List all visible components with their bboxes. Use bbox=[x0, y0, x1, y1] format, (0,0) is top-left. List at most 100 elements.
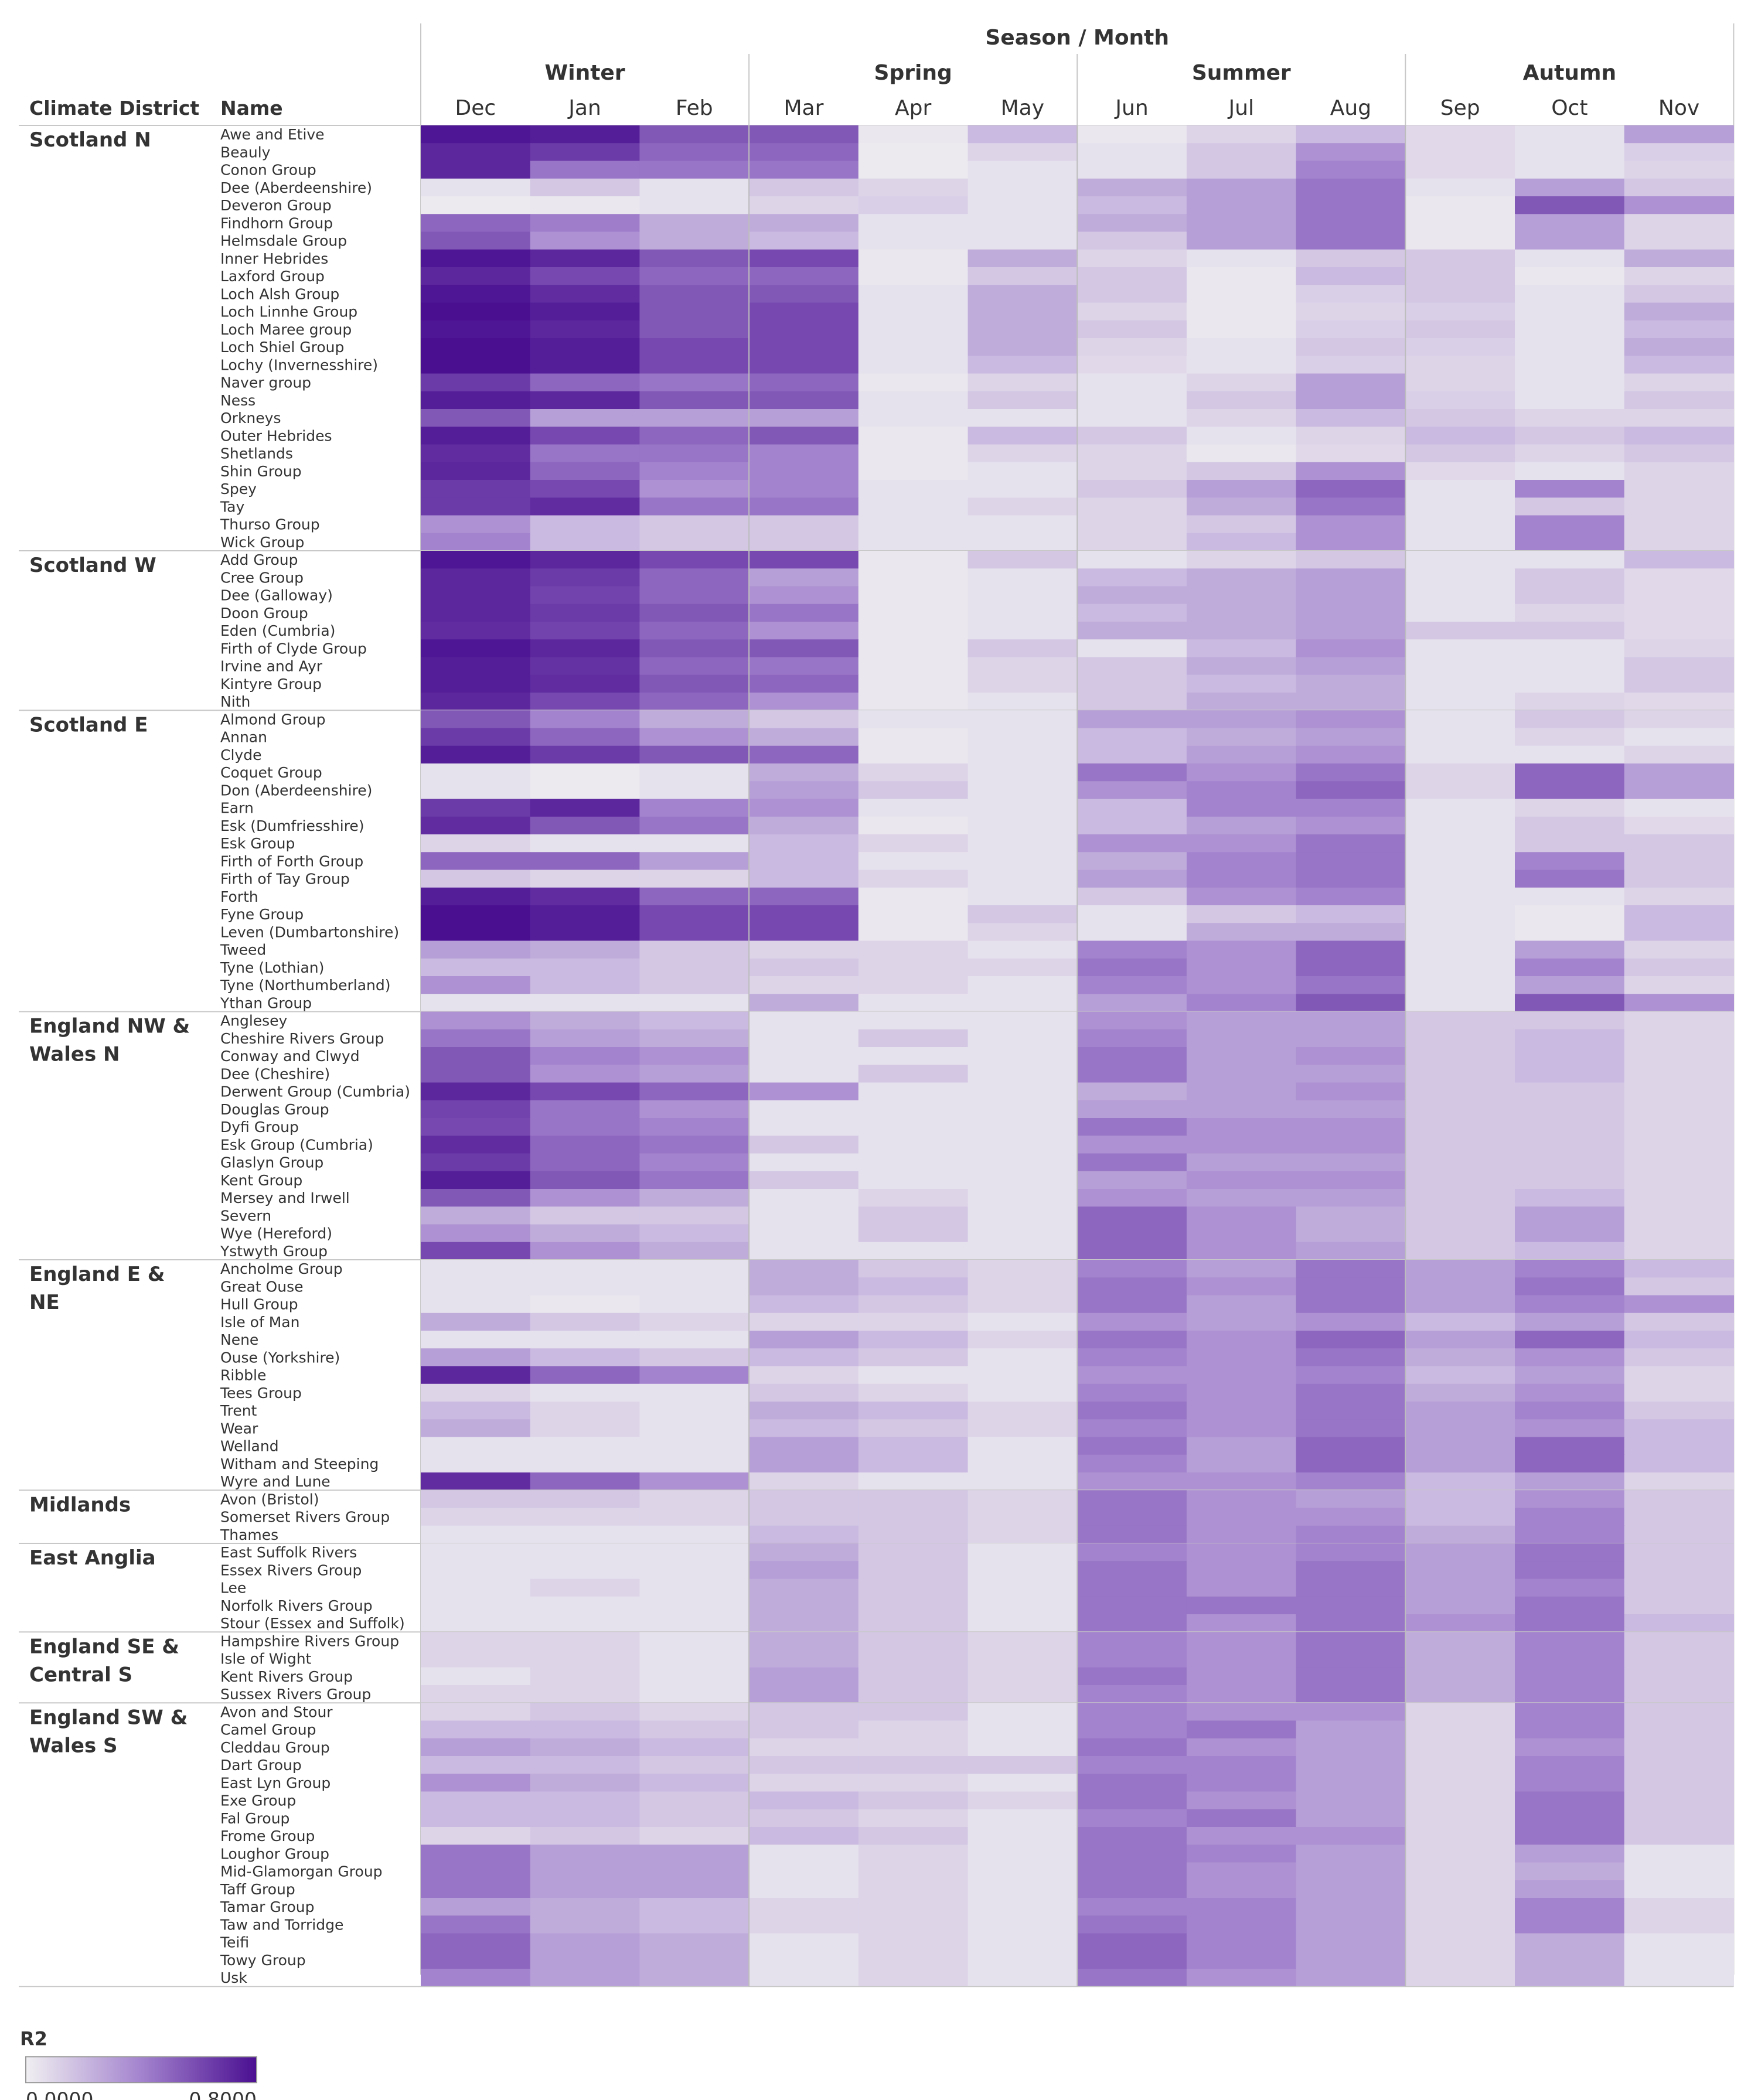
heatmap-cell bbox=[858, 214, 969, 233]
heatmap-cell bbox=[1077, 125, 1187, 144]
heatmap-cell bbox=[749, 533, 859, 551]
heatmap-cell bbox=[749, 1756, 859, 1774]
heatmap-cell bbox=[1515, 1206, 1625, 1225]
heatmap-cell bbox=[1296, 710, 1406, 729]
month-label: Oct bbox=[1551, 96, 1588, 120]
heatmap-cell bbox=[421, 940, 531, 959]
heatmap-cell bbox=[968, 1100, 1078, 1119]
row-name-label: Anglesey bbox=[220, 1012, 288, 1029]
heatmap-cell bbox=[421, 533, 531, 551]
heatmap-cell bbox=[421, 604, 531, 622]
heatmap-cell bbox=[968, 1011, 1078, 1030]
heatmap-cell bbox=[1296, 870, 1406, 888]
heatmap-cell bbox=[858, 1809, 969, 1828]
row-name-label: Findhorn Group bbox=[220, 214, 333, 231]
heatmap-cell bbox=[639, 161, 750, 179]
heatmap-cell bbox=[749, 1331, 859, 1349]
heatmap-cell bbox=[1405, 1011, 1515, 1030]
heatmap-cell bbox=[1515, 338, 1625, 356]
heatmap-cell bbox=[749, 923, 859, 942]
heatmap-cell bbox=[1186, 1260, 1297, 1278]
heatmap-cell bbox=[1296, 1437, 1406, 1455]
heatmap-cell bbox=[1515, 1543, 1625, 1562]
heatmap-cell bbox=[749, 940, 859, 959]
heatmap-cell bbox=[1624, 958, 1734, 977]
heatmap-cell bbox=[749, 267, 859, 285]
heatmap-cell bbox=[530, 1082, 640, 1101]
heatmap-cell bbox=[421, 551, 531, 569]
heatmap-cell bbox=[1296, 1082, 1406, 1101]
heatmap-cell bbox=[749, 834, 859, 853]
heatmap-cell bbox=[1515, 1579, 1625, 1597]
heatmap-cell bbox=[858, 1082, 969, 1101]
heatmap-cell bbox=[421, 1206, 531, 1225]
heatmap-cell bbox=[1077, 1774, 1187, 1792]
heatmap-cell bbox=[1296, 1951, 1406, 1969]
heatmap-cell bbox=[1515, 214, 1625, 233]
row-name-label: Tyne (Lothian) bbox=[220, 959, 324, 976]
heatmap-cell bbox=[968, 799, 1078, 817]
heatmap-cell bbox=[749, 391, 859, 410]
heatmap-cell bbox=[1624, 515, 1734, 534]
heatmap-cell bbox=[1186, 905, 1297, 923]
heatmap-cell bbox=[530, 834, 640, 853]
heatmap-cell bbox=[1624, 1862, 1734, 1881]
heatmap-cell bbox=[639, 391, 750, 410]
heatmap-cell bbox=[858, 1685, 969, 1703]
heatmap-cell bbox=[1405, 1153, 1515, 1172]
heatmap-cell bbox=[421, 693, 531, 711]
heatmap-cell bbox=[749, 196, 859, 214]
heatmap-cell bbox=[1296, 1366, 1406, 1385]
heatmap-cell bbox=[749, 1880, 859, 1898]
heatmap-cell bbox=[968, 533, 1078, 551]
heatmap-cell bbox=[749, 1082, 859, 1101]
heatmap-cell bbox=[1515, 763, 1625, 782]
heatmap-cell bbox=[1624, 1419, 1734, 1438]
heatmap-cell bbox=[530, 373, 640, 392]
heatmap-cell bbox=[1186, 1649, 1297, 1668]
heatmap-cell bbox=[530, 1047, 640, 1065]
heatmap-cell bbox=[749, 480, 859, 498]
row-name-label: Shin Group bbox=[220, 463, 302, 480]
heatmap-cell bbox=[639, 852, 750, 871]
heatmap-cell bbox=[530, 444, 640, 463]
heatmap-cell bbox=[421, 852, 531, 871]
season-label: Spring bbox=[874, 61, 952, 85]
heatmap-cell bbox=[1515, 994, 1625, 1012]
heatmap-cell bbox=[530, 214, 640, 233]
heatmap-cell bbox=[639, 870, 750, 888]
heatmap-cell bbox=[1515, 320, 1625, 339]
heatmap-cell bbox=[1296, 1543, 1406, 1562]
heatmap-cell bbox=[1515, 1490, 1625, 1509]
heatmap-cell bbox=[1186, 674, 1297, 693]
heatmap-cell bbox=[1405, 1756, 1515, 1774]
heatmap-cell bbox=[421, 1827, 531, 1845]
district-label: Midlands bbox=[29, 1493, 131, 1516]
heatmap-cell bbox=[1515, 462, 1625, 480]
heatmap-cell bbox=[858, 674, 969, 693]
heatmap-cell bbox=[1405, 870, 1515, 888]
heatmap-cell bbox=[968, 1206, 1078, 1225]
heatmap-cell bbox=[530, 1118, 640, 1136]
heatmap-cell bbox=[1296, 1490, 1406, 1509]
heatmap-cell bbox=[530, 1969, 640, 1987]
heatmap-cell bbox=[968, 1791, 1078, 1810]
heatmap-cell bbox=[968, 444, 1078, 463]
heatmap-cell bbox=[1186, 1242, 1297, 1260]
heatmap-cell bbox=[1624, 1933, 1734, 1952]
heatmap-cell bbox=[749, 1189, 859, 1207]
heatmap-cell bbox=[1515, 568, 1625, 587]
heatmap-cell bbox=[1515, 1437, 1625, 1455]
district-label: Scotland N bbox=[29, 128, 151, 152]
heatmap-cell bbox=[749, 852, 859, 871]
heatmap-cell bbox=[1186, 976, 1297, 994]
heatmap-cell bbox=[1186, 1348, 1297, 1367]
heatmap-cell bbox=[639, 1295, 750, 1314]
heatmap-cell bbox=[421, 1171, 531, 1189]
heatmap-cell bbox=[1296, 533, 1406, 551]
heatmap-cell bbox=[639, 1189, 750, 1207]
column-header-name: Name bbox=[220, 97, 283, 120]
heatmap-cell bbox=[1624, 1383, 1734, 1402]
heatmap-cell bbox=[1405, 1419, 1515, 1438]
heatmap-cell bbox=[1077, 178, 1187, 197]
